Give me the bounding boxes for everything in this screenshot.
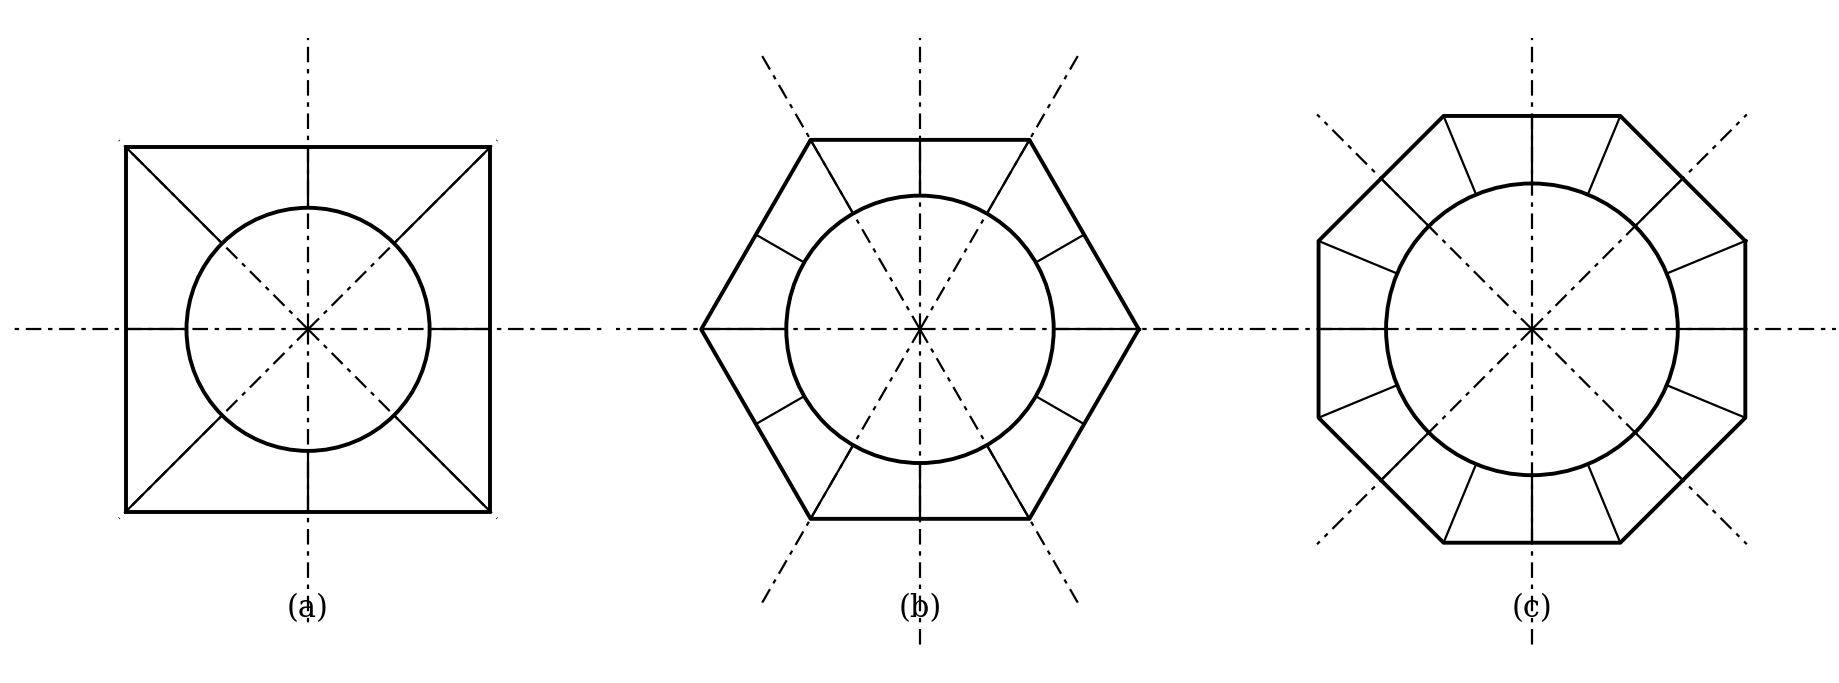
Text: (c): (c)	[1512, 594, 1552, 624]
Text: (b): (b)	[897, 594, 942, 624]
Text: (a): (a)	[287, 594, 329, 624]
